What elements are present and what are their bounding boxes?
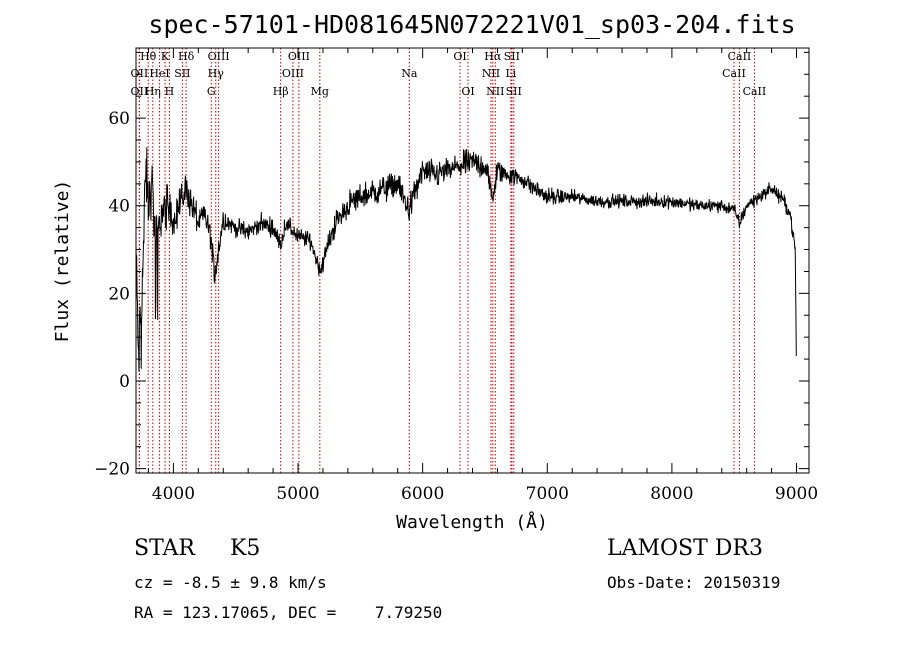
spectral-line-label: Hγ	[208, 67, 225, 80]
x-tick-label: 9000	[775, 484, 818, 504]
spectral-line-label: Na	[401, 67, 418, 80]
spectral-line-label: OIII	[208, 50, 230, 63]
spectral-line-label: Hα	[484, 50, 502, 63]
spectral-line-label: Mg	[311, 85, 329, 98]
x-axis-ticks: 4000 5000 6000 7000 8000 9000	[147, 48, 818, 504]
spectral-line-label: CaII	[728, 50, 752, 63]
spectral-line-label: CaII	[722, 67, 746, 80]
survey-name: LAMOST DR3	[607, 536, 763, 561]
x-tick-label: 6000	[401, 484, 444, 504]
chart-title: spec-57101-HD081645N072221V01_sp03-204.f…	[148, 10, 795, 39]
observation-date: Obs-Date: 20150319	[607, 573, 781, 592]
x-tick-label: 8000	[650, 484, 693, 504]
spectral-line-label: K	[161, 50, 170, 63]
y-axis-ticks: −20 0 20 40 60	[94, 51, 809, 480]
spectral-line-label: OI	[461, 85, 474, 98]
y-tick-label: −20	[94, 460, 130, 480]
coordinates-readout: RA = 123.17065, DEC = 7.79250	[134, 603, 443, 622]
redshift-readout: cz = -8.5 ± 9.8 km/s	[134, 573, 327, 592]
spectral-line-label: OI	[453, 50, 466, 63]
spectral-line-label: Hδ	[178, 50, 195, 63]
spectral-line-label: SII	[174, 67, 190, 80]
spectral-line-label: NII	[486, 85, 504, 98]
spectral-line-label: Hβ	[273, 85, 289, 98]
y-tick-label: 0	[119, 372, 130, 392]
spectral-line-label: HeI	[149, 67, 169, 80]
spectral-line-label: NII	[482, 67, 500, 80]
y-tick-label: 60	[108, 109, 130, 129]
spectral-line-label: OII	[131, 85, 149, 98]
star-classification: STAR K5	[134, 536, 261, 561]
y-axis-label: Flux (relative)	[52, 180, 73, 343]
x-tick-label: 5000	[276, 484, 319, 504]
y-tick-label: 20	[108, 284, 130, 304]
spectral-line-label: SII	[504, 50, 520, 63]
spectral-line-label: OIII	[282, 67, 304, 80]
spectral-line-label: CaII	[743, 85, 767, 98]
spectrum-line	[135, 147, 797, 372]
line-markers	[138, 48, 755, 473]
spectral-line-label: Li	[505, 67, 516, 80]
spectral-line-label: SII	[506, 85, 522, 98]
x-axis-label: Wavelength (Å)	[396, 511, 548, 533]
spectral-line-label: Hη	[145, 85, 161, 98]
spectral-line-label: Hθ	[140, 50, 157, 63]
plot-frame	[135, 47, 810, 474]
spectral-line-label: G	[207, 85, 216, 98]
x-tick-label: 4000	[152, 484, 195, 504]
spectral-line-label: OIII	[288, 50, 310, 63]
spectral-line-label: H	[165, 85, 175, 98]
spectral-line-label: OII	[131, 67, 149, 80]
x-tick-label: 7000	[526, 484, 569, 504]
y-tick-label: 40	[108, 197, 130, 217]
